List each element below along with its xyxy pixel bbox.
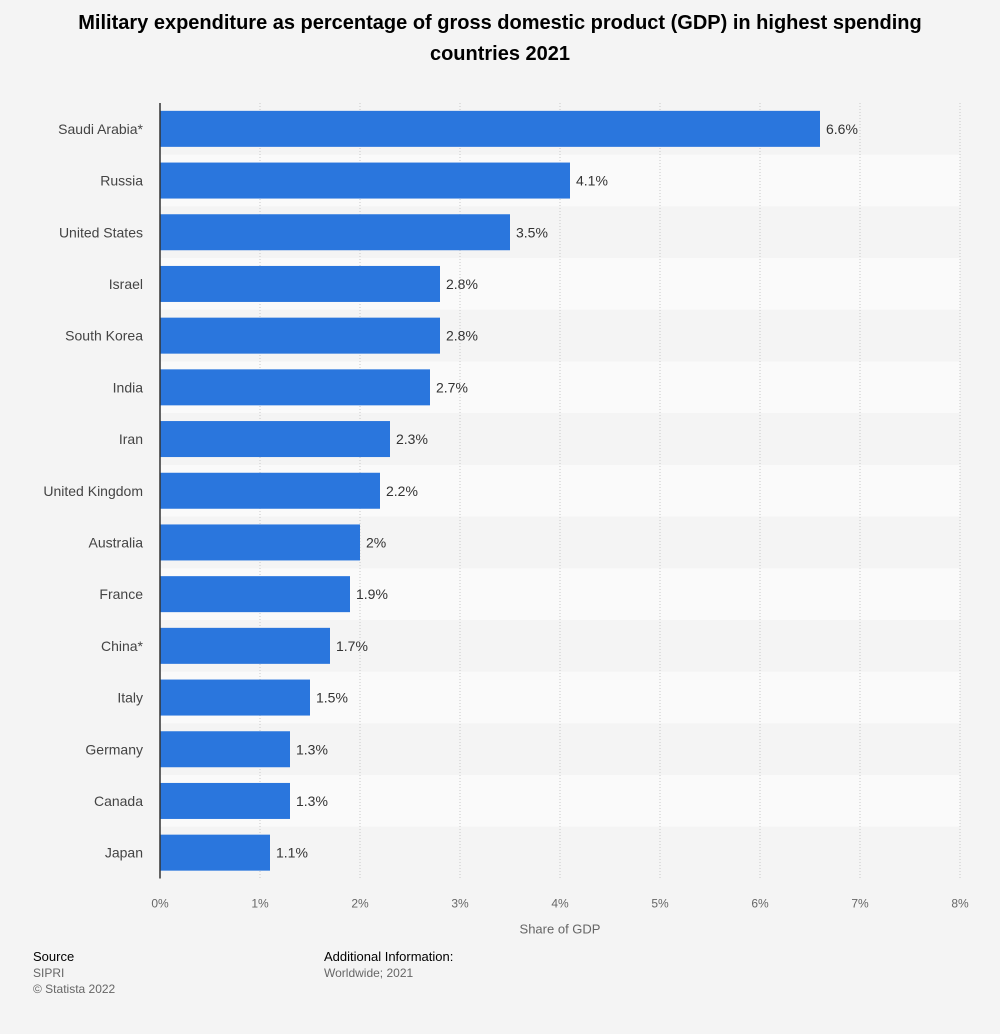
- bar: [160, 627, 330, 664]
- category-label: Japan: [105, 845, 143, 861]
- category-label: Iran: [119, 431, 143, 447]
- data-label: 1.5%: [316, 690, 348, 706]
- bar: [160, 110, 820, 147]
- bar: [160, 162, 570, 199]
- bar: [160, 421, 390, 458]
- bar: [160, 679, 310, 716]
- source-name[interactable]: SIPRI: [33, 966, 65, 980]
- x-tick-label: 7%: [851, 897, 869, 911]
- x-tick-label: 2%: [351, 897, 369, 911]
- category-label: Russia: [100, 173, 143, 189]
- bar: [160, 265, 440, 302]
- bar: [160, 731, 290, 768]
- category-label: Australia: [89, 534, 144, 550]
- category-label: France: [99, 586, 143, 602]
- data-label: 2.3%: [396, 431, 428, 447]
- data-label: 2.7%: [436, 379, 468, 395]
- x-tick-label: 8%: [951, 897, 969, 911]
- source-heading: Source: [33, 949, 75, 964]
- bar: [160, 317, 440, 354]
- category-label: Italy: [117, 690, 143, 706]
- bar: [160, 472, 380, 509]
- bar: [160, 782, 290, 819]
- data-label: 1.3%: [296, 793, 328, 809]
- category-label: Saudi Arabia*: [58, 121, 143, 137]
- copyright: © Statista 2022: [33, 982, 116, 996]
- x-tick-label: 5%: [651, 897, 669, 911]
- bar: [160, 576, 350, 613]
- data-label: 1.9%: [356, 586, 388, 602]
- x-tick-label: 6%: [751, 897, 769, 911]
- data-label: 3.5%: [516, 224, 548, 240]
- chart-title: Military expenditure as percentage of gr…: [78, 12, 922, 65]
- category-label: China*: [101, 638, 144, 654]
- info-heading: Additional Information:: [324, 949, 454, 964]
- x-tick-label: 0%: [151, 897, 169, 911]
- bar-chart: Saudi Arabia* 6.6% Russia 4.1% United States…: [43, 103, 969, 937]
- info-text: Worldwide; 2021: [324, 966, 414, 980]
- data-label: 1.7%: [336, 638, 368, 654]
- data-label: 2.8%: [446, 276, 478, 292]
- category-label: Germany: [85, 741, 143, 757]
- category-label: United States: [59, 224, 143, 240]
- source-block: Source SIPRI © Statista 2022: [33, 949, 115, 997]
- data-label: 2%: [366, 534, 386, 550]
- category-label: Israel: [109, 276, 143, 292]
- bar: [160, 524, 360, 561]
- bar: [160, 834, 270, 871]
- category-label: United Kingdom: [43, 483, 143, 499]
- row-band: [160, 775, 960, 827]
- data-label: 4.1%: [576, 173, 608, 189]
- bar: [160, 214, 510, 251]
- x-axis-title: Share of GDP: [520, 922, 601, 937]
- additional-info-block: Additional Information: Worldwide; 2021: [324, 949, 453, 981]
- data-label: 2.8%: [446, 328, 478, 344]
- data-label: 6.6%: [826, 121, 858, 137]
- data-label: 1.1%: [276, 845, 308, 861]
- data-label: 2.2%: [386, 483, 418, 499]
- x-tick-label: 3%: [451, 897, 469, 911]
- data-label: 1.3%: [296, 741, 328, 757]
- category-label: Canada: [94, 793, 143, 809]
- category-label: South Korea: [65, 328, 143, 344]
- category-label: India: [113, 379, 144, 395]
- bar: [160, 369, 430, 406]
- x-tick-label: 1%: [251, 897, 269, 911]
- x-tick-label: 4%: [551, 897, 569, 911]
